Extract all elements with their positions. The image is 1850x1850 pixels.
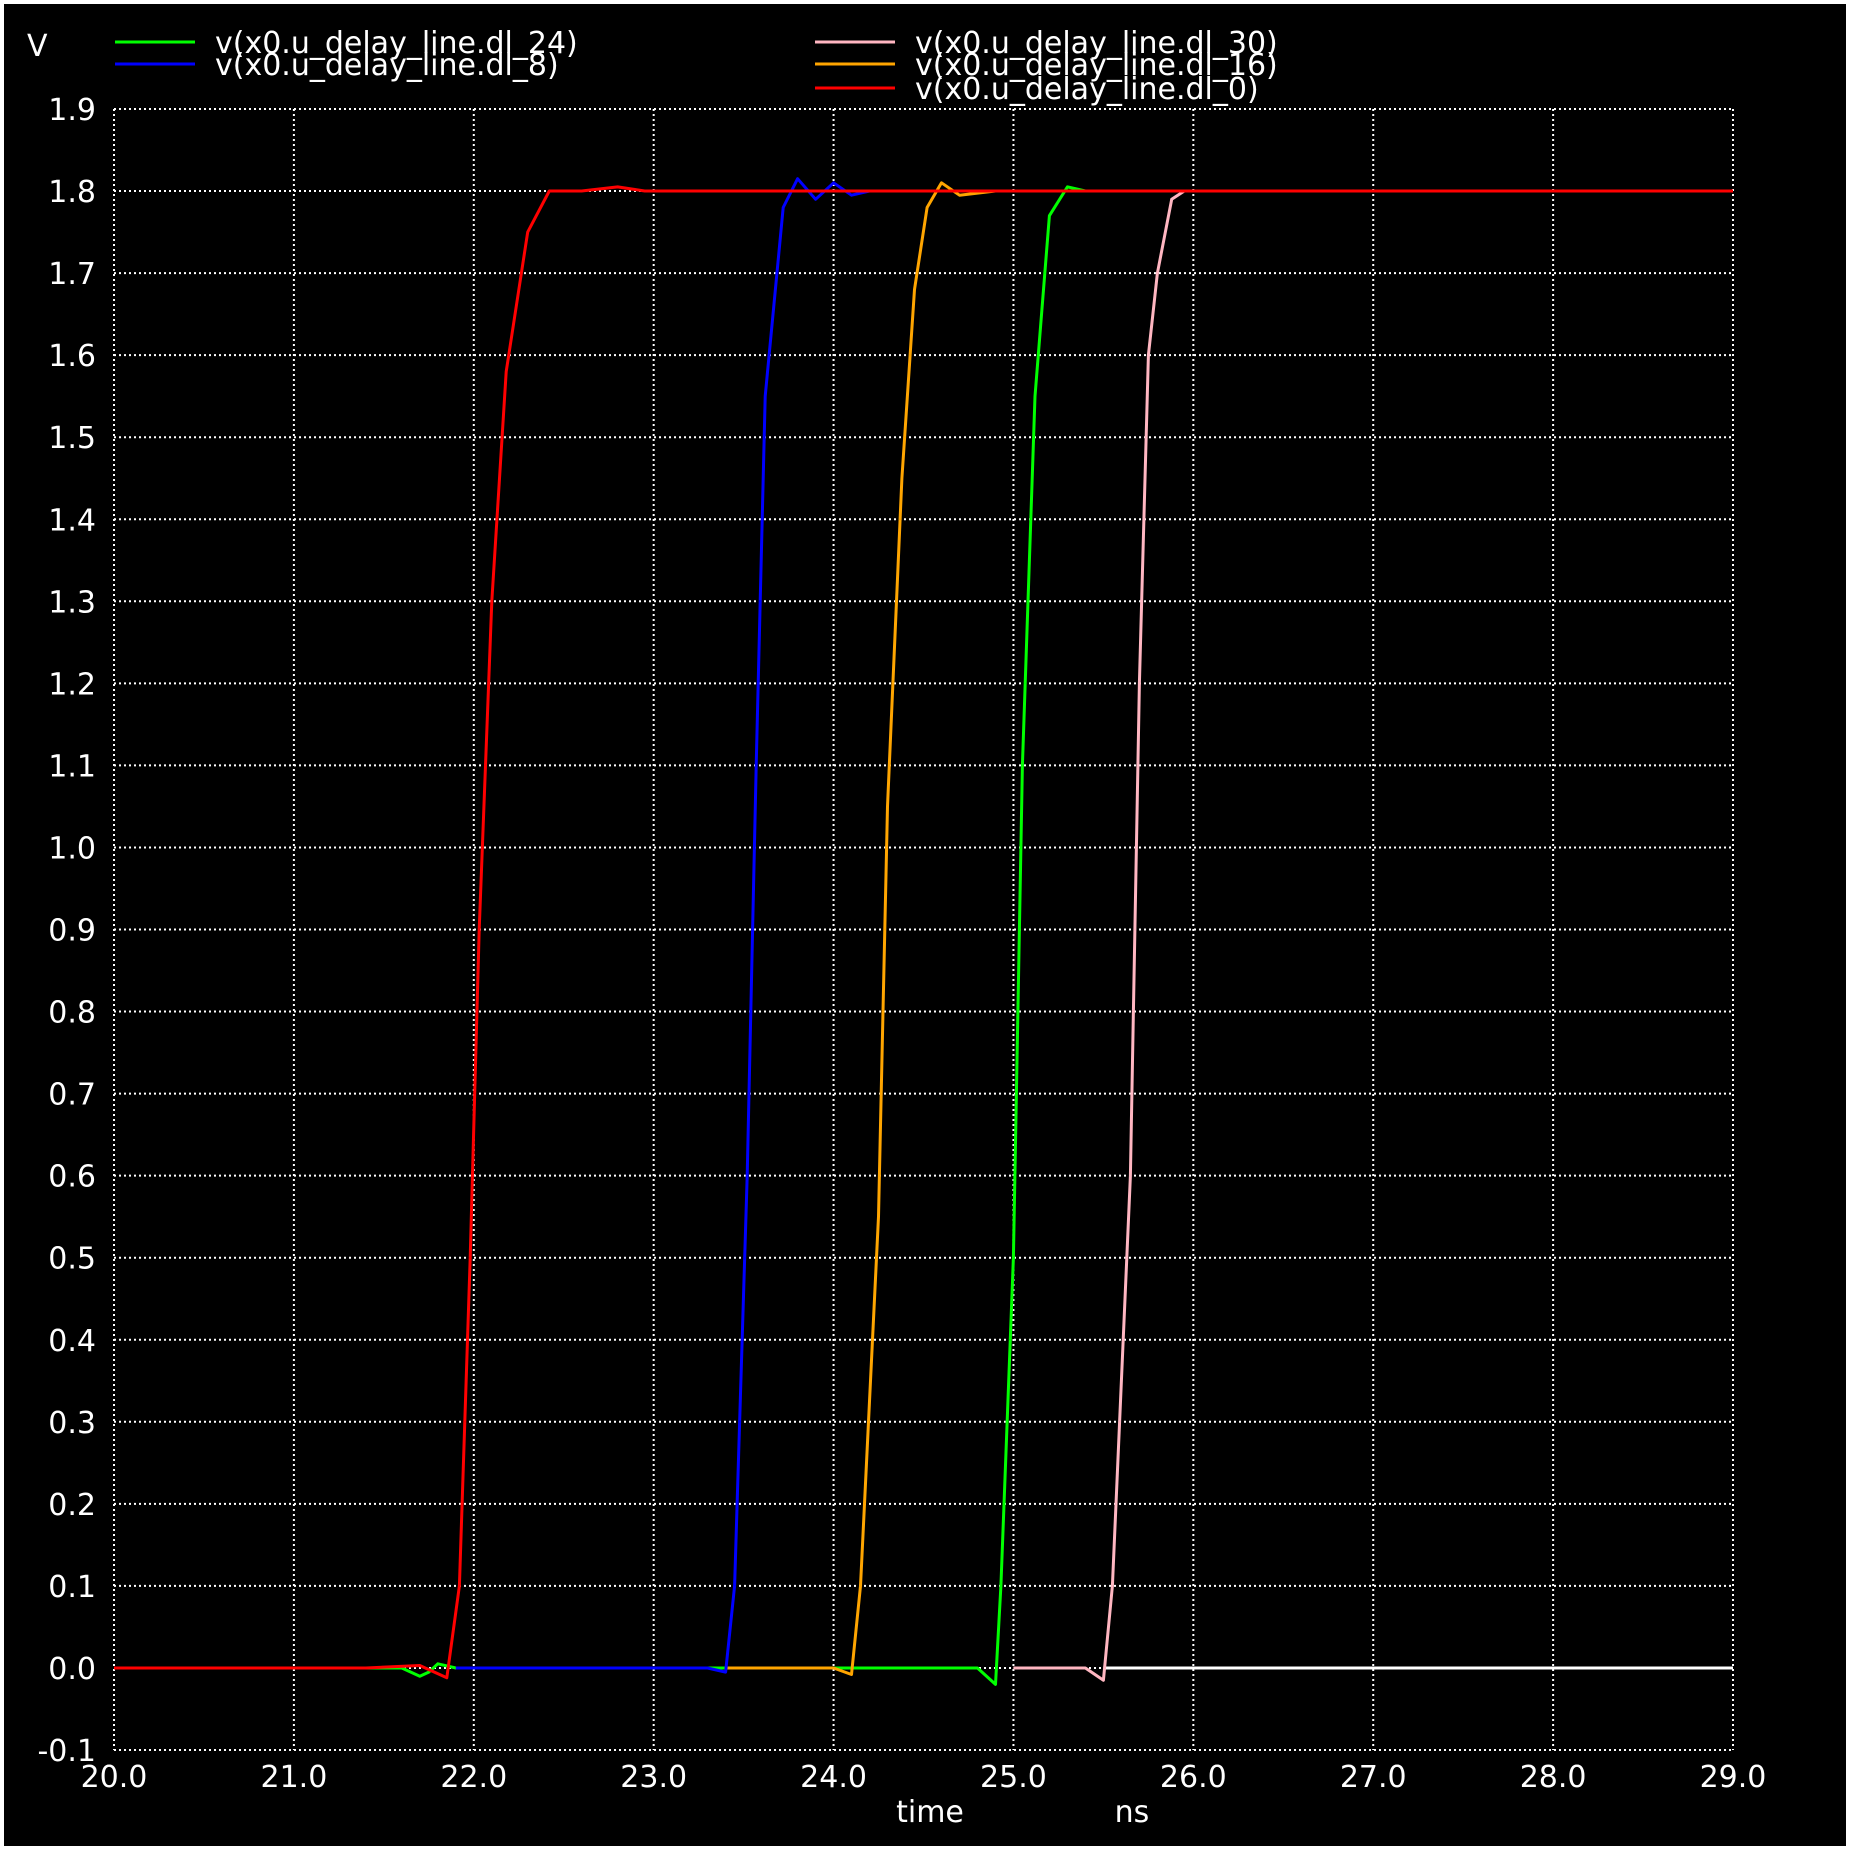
x-tick-label: 29.0: [1700, 1760, 1767, 1795]
x-tick-label: 27.0: [1340, 1760, 1407, 1795]
y-tick-label: 0.6: [48, 1160, 96, 1195]
y-tick-label: 1.1: [48, 749, 96, 784]
y-tick-label: -0.1: [37, 1734, 96, 1769]
y-tick-label: 1.2: [48, 667, 96, 702]
y-tick-label: 0.8: [48, 996, 96, 1031]
y-tick-label: 1.9: [48, 93, 96, 128]
x-axis-label: time: [896, 1795, 964, 1830]
y-tick-label: 0.4: [48, 1324, 96, 1359]
y-tick-label: 0.3: [48, 1406, 96, 1441]
x-tick-label: 23.0: [620, 1760, 687, 1795]
y-tick-label: 0.1: [48, 1570, 96, 1605]
y-tick-label: 1.7: [48, 257, 96, 292]
grid: [113, 108, 1734, 1751]
series-group: [114, 177, 1733, 1686]
x-tick-label: 28.0: [1520, 1760, 1587, 1795]
y-tick-label: 0.5: [48, 1242, 96, 1277]
x-tick-label: 25.0: [980, 1760, 1047, 1795]
series-line-4: [114, 185, 1733, 1680]
y-tick-label: 1.6: [48, 339, 96, 374]
series-line-1: [365, 185, 1284, 1686]
y-tick-label: 1.0: [48, 831, 96, 866]
x-tick-label: 22.0: [440, 1760, 507, 1795]
y-tick-label: 1.5: [48, 421, 96, 456]
legend: v(x0.u_delay_line.dl_24)v(x0.u_delay_lin…: [115, 26, 1278, 107]
x-tick-label: 20.0: [81, 1760, 148, 1795]
legend-label: v(x0.u_delay_line.dl_8): [215, 48, 559, 83]
legend-label: v(x0.u_delay_line.dl_30): [915, 26, 1278, 61]
y-tick-label: 1.8: [48, 175, 96, 210]
y-tick-label: 0.0: [48, 1652, 96, 1687]
legend-label: v(x0.u_delay_line.dl_16): [915, 48, 1278, 83]
y-tick-label: 0.2: [48, 1488, 96, 1523]
x-tick-labels: 20.0 21.0 22.0 23.0 24.0 25.0 26.0 27.0 28.0 29.0: [81, 1760, 1767, 1795]
legend-label: v(x0.u_delay_line.dl_0): [915, 72, 1259, 107]
y-axis-label: V: [27, 29, 48, 64]
x-tick-label: 21.0: [260, 1760, 327, 1795]
x-tick-label: 24.0: [800, 1760, 867, 1795]
y-tick-label: 0.9: [48, 914, 96, 949]
x-tick-label: 26.0: [1160, 1760, 1227, 1795]
legend-label: v(x0.u_delay_line.dl_24): [215, 26, 578, 61]
series-line-2: [725, 181, 1068, 1676]
x-axis-unit: ns: [1115, 1795, 1150, 1830]
y-tick-label: 0.7: [48, 1078, 96, 1113]
y-tick-label: 1.4: [48, 503, 96, 538]
chart-background: [4, 4, 1846, 1846]
y-tick-label: 1.3: [48, 585, 96, 620]
y-tick-labels: -0.1 0.0 0.1 0.2 0.3 0.4 0.5 0.6 0.7 0.8 0.9 1.0 1.1…: [37, 93, 96, 1769]
